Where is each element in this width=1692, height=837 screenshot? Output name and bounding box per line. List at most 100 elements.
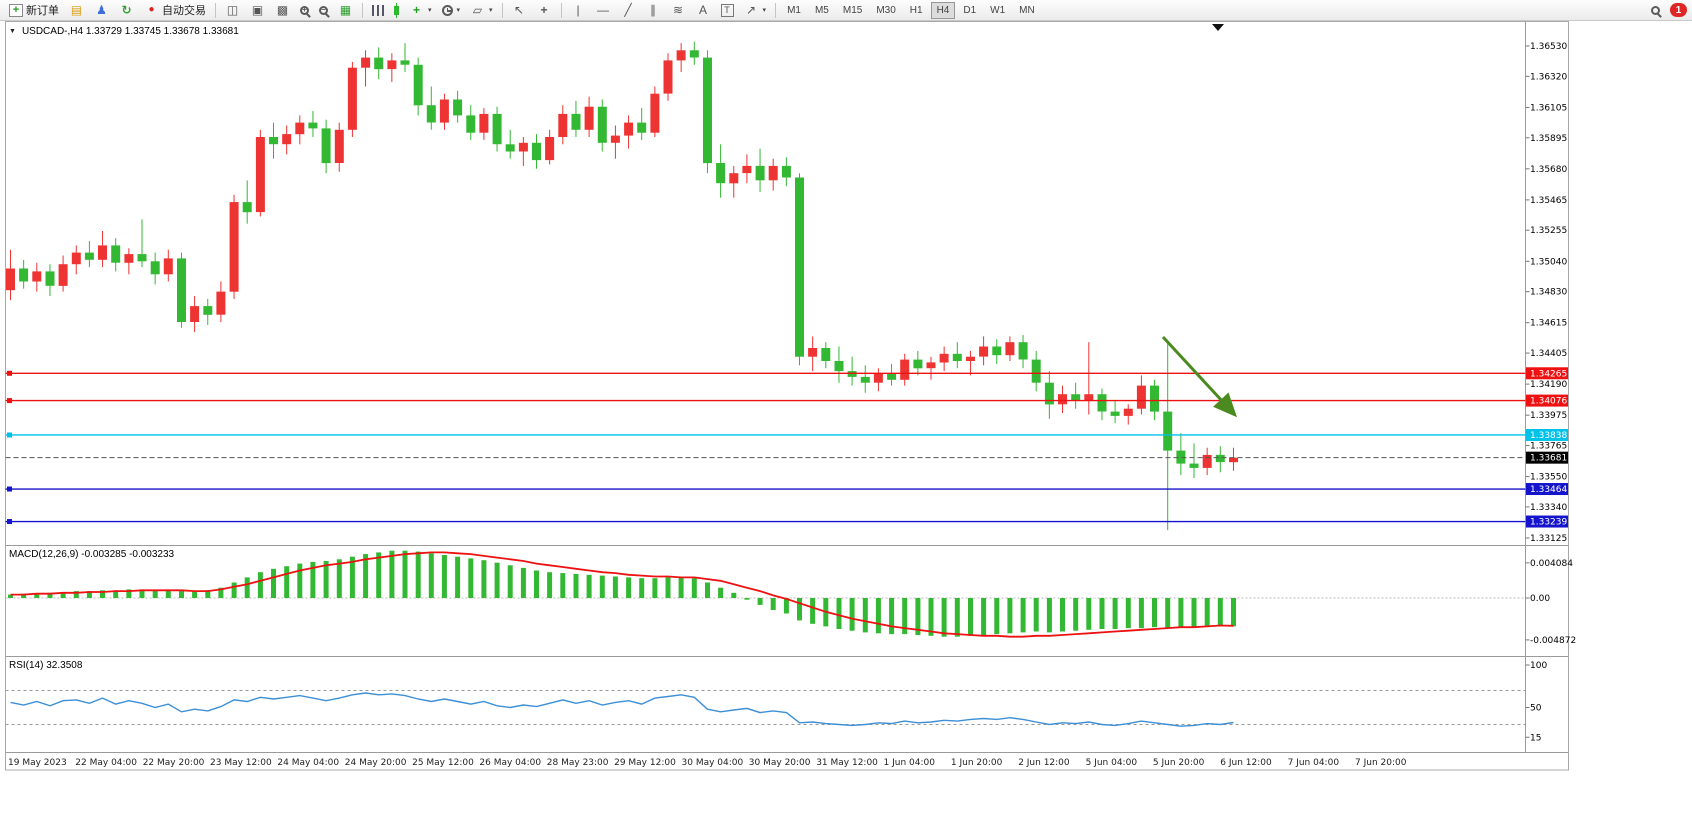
zoom-in-button[interactable]: +: [296, 1, 313, 19]
svg-text:26 May 04:00: 26 May 04:00: [479, 758, 541, 768]
chevron-down-icon: ▾: [428, 7, 432, 14]
rsi-label: RSI(14) 32.3508: [9, 660, 83, 671]
market-watch-icon: ♟: [96, 3, 107, 17]
notification-badge[interactable]: 1: [1670, 3, 1687, 17]
new-chart-button[interactable]: ▩: [271, 1, 294, 19]
crosshair-button[interactable]: +: [533, 1, 556, 19]
template-icon: ▱: [472, 3, 483, 17]
arrows-button[interactable]: ↗ ▾: [740, 1, 771, 19]
svg-text:1.34076: 1.34076: [1530, 397, 1567, 407]
svg-text:30 May 04:00: 30 May 04:00: [682, 758, 744, 768]
bar-chart-icon: [372, 4, 384, 16]
svg-text:28 May 23:00: 28 May 23:00: [547, 758, 609, 768]
channel-button[interactable]: ∥: [642, 1, 665, 19]
timeframe-h4[interactable]: H4: [930, 1, 956, 19]
fibonacci-icon: ≋: [673, 3, 684, 17]
text-label-button[interactable]: T: [717, 1, 738, 19]
arrow-annotation[interactable]: [1161, 335, 1238, 418]
time-axis[interactable]: 19 May 2023 22 May 04:00 22 May 20:00 23 Ma…: [8, 758, 1407, 768]
svg-text:1 Jun 20:00: 1 Jun 20:00: [951, 758, 1003, 768]
vertical-line-button[interactable]: |: [567, 1, 590, 19]
toolbar-separator: [775, 2, 777, 18]
periods-button[interactable]: ▾: [438, 1, 465, 19]
timeframe-m5[interactable]: M5: [814, 4, 829, 16]
search-icon: [1651, 5, 1660, 15]
cascade-windows-button[interactable]: ▣: [246, 1, 269, 19]
price-axis[interactable]: 1.36530 1.36320 1.36105 1.35895 1.35680 1.354…: [1525, 42, 1568, 544]
hlines[interactable]: 1.34265 1.34076 1.33838 1.33681 1.33464 1.332…: [5, 367, 1569, 528]
timeframe-h1[interactable]: H1: [909, 4, 923, 16]
chevron-down-icon: ▾: [456, 7, 461, 14]
charts-button[interactable]: ▤: [65, 1, 88, 19]
candle-chart-mode-button[interactable]: [390, 1, 403, 19]
indicators-button[interactable]: + ▾: [405, 1, 436, 19]
macd-label: MACD(12,26,9) -0.003285 -0.003233: [9, 549, 175, 560]
timeframe-m1[interactable]: M1: [787, 4, 801, 16]
svg-text:1.33550: 1.33550: [1530, 473, 1567, 483]
auto-trading-icon: ●: [148, 4, 155, 15]
arrow-objects-icon: ↗: [746, 3, 757, 17]
svg-text:7 Jun 20:00: 7 Jun 20:00: [1355, 758, 1407, 768]
svg-text:6 Jun 12:00: 6 Jun 12:00: [1220, 758, 1272, 768]
refresh-button[interactable]: ↻: [115, 1, 138, 19]
new-chart-icon: ▩: [276, 3, 289, 17]
auto-trading-label: 自动交易: [162, 5, 206, 17]
market-watch-button[interactable]: ♟: [90, 1, 113, 19]
auto-trading-button[interactable]: ● 自动交易: [140, 1, 210, 19]
svg-text:1.34190: 1.34190: [1530, 380, 1567, 390]
svg-text:0.00: 0.00: [1530, 594, 1550, 604]
timeframe-w1[interactable]: W1: [990, 4, 1006, 16]
svg-text:1.35895: 1.35895: [1530, 134, 1567, 144]
chart-shift-marker: [1212, 24, 1224, 31]
candlestick-icon: [394, 2, 399, 18]
svg-text:31 May 12:00: 31 May 12:00: [816, 758, 878, 768]
svg-text:1.33340: 1.33340: [1530, 503, 1567, 513]
new-order-button[interactable]: + 新订单: [5, 1, 63, 19]
refresh-icon: ↻: [121, 3, 132, 17]
search-button[interactable]: [1647, 1, 1664, 19]
fibonacci-button[interactable]: ≋: [667, 1, 690, 19]
cursor-button[interactable]: ↖: [508, 1, 531, 19]
svg-text:1.36320: 1.36320: [1530, 72, 1567, 82]
trendline-icon: ╱: [624, 3, 632, 17]
svg-text:29 May 12:00: 29 May 12:00: [614, 758, 676, 768]
horizontal-line-icon: —: [597, 3, 610, 17]
chart-collapse-icon[interactable]: ▼: [9, 28, 16, 35]
svg-text:1.33838: 1.33838: [1530, 431, 1567, 441]
svg-text:1.33125: 1.33125: [1530, 534, 1567, 544]
svg-text:1.36105: 1.36105: [1530, 103, 1567, 113]
text-icon: A: [699, 3, 708, 17]
timeframe-m15[interactable]: M15: [842, 4, 863, 16]
vertical-line-icon: |: [576, 3, 580, 17]
text-label-icon: T: [720, 3, 734, 17]
toolbar-separator: [501, 2, 503, 18]
chart-frame: [5, 21, 1569, 771]
svg-text:15: 15: [1530, 733, 1541, 743]
svg-text:19 May 2023: 19 May 2023: [8, 758, 67, 768]
grid-button[interactable]: ▦: [334, 1, 357, 19]
indicators-icon: +: [412, 3, 420, 17]
zoom-out-button[interactable]: −: [315, 1, 332, 19]
svg-text:-0.004872: -0.004872: [1530, 636, 1576, 646]
cascade-windows-icon: ▣: [251, 3, 264, 17]
timeframe-d1[interactable]: D1: [963, 4, 977, 16]
zoom-in-icon: +: [300, 5, 309, 15]
trendline-button[interactable]: ╱: [617, 1, 640, 19]
toolbar: + 新订单 ▤ ♟ ↻ ● 自动交易 ◫ ▣ ▩ + − ▦ + ▾: [0, 0, 1692, 21]
new-order-icon: +: [9, 3, 23, 17]
timeframe-m30[interactable]: M30: [876, 4, 896, 16]
text-button[interactable]: A: [692, 1, 715, 19]
svg-text:100: 100: [1530, 661, 1547, 671]
tile-windows-button[interactable]: ◫: [221, 1, 244, 19]
timeframe-mn[interactable]: MN: [1019, 4, 1035, 16]
chart-title-text: USDCAD-,H4 1.33729 1.33745 1.33678 1.336…: [21, 26, 239, 37]
horizontal-line-button[interactable]: —: [592, 1, 615, 19]
crosshair-icon: +: [540, 3, 548, 17]
templates-button[interactable]: ▱ ▾: [466, 1, 497, 19]
macd-panel: 0.004084 0.00 -0.004872: [5, 550, 1576, 646]
bar-chart-mode-button[interactable]: [368, 1, 388, 19]
toolbar-separator: [215, 2, 216, 18]
svg-text:1.36530: 1.36530: [1530, 42, 1567, 52]
channel-icon: ∥: [650, 3, 657, 17]
